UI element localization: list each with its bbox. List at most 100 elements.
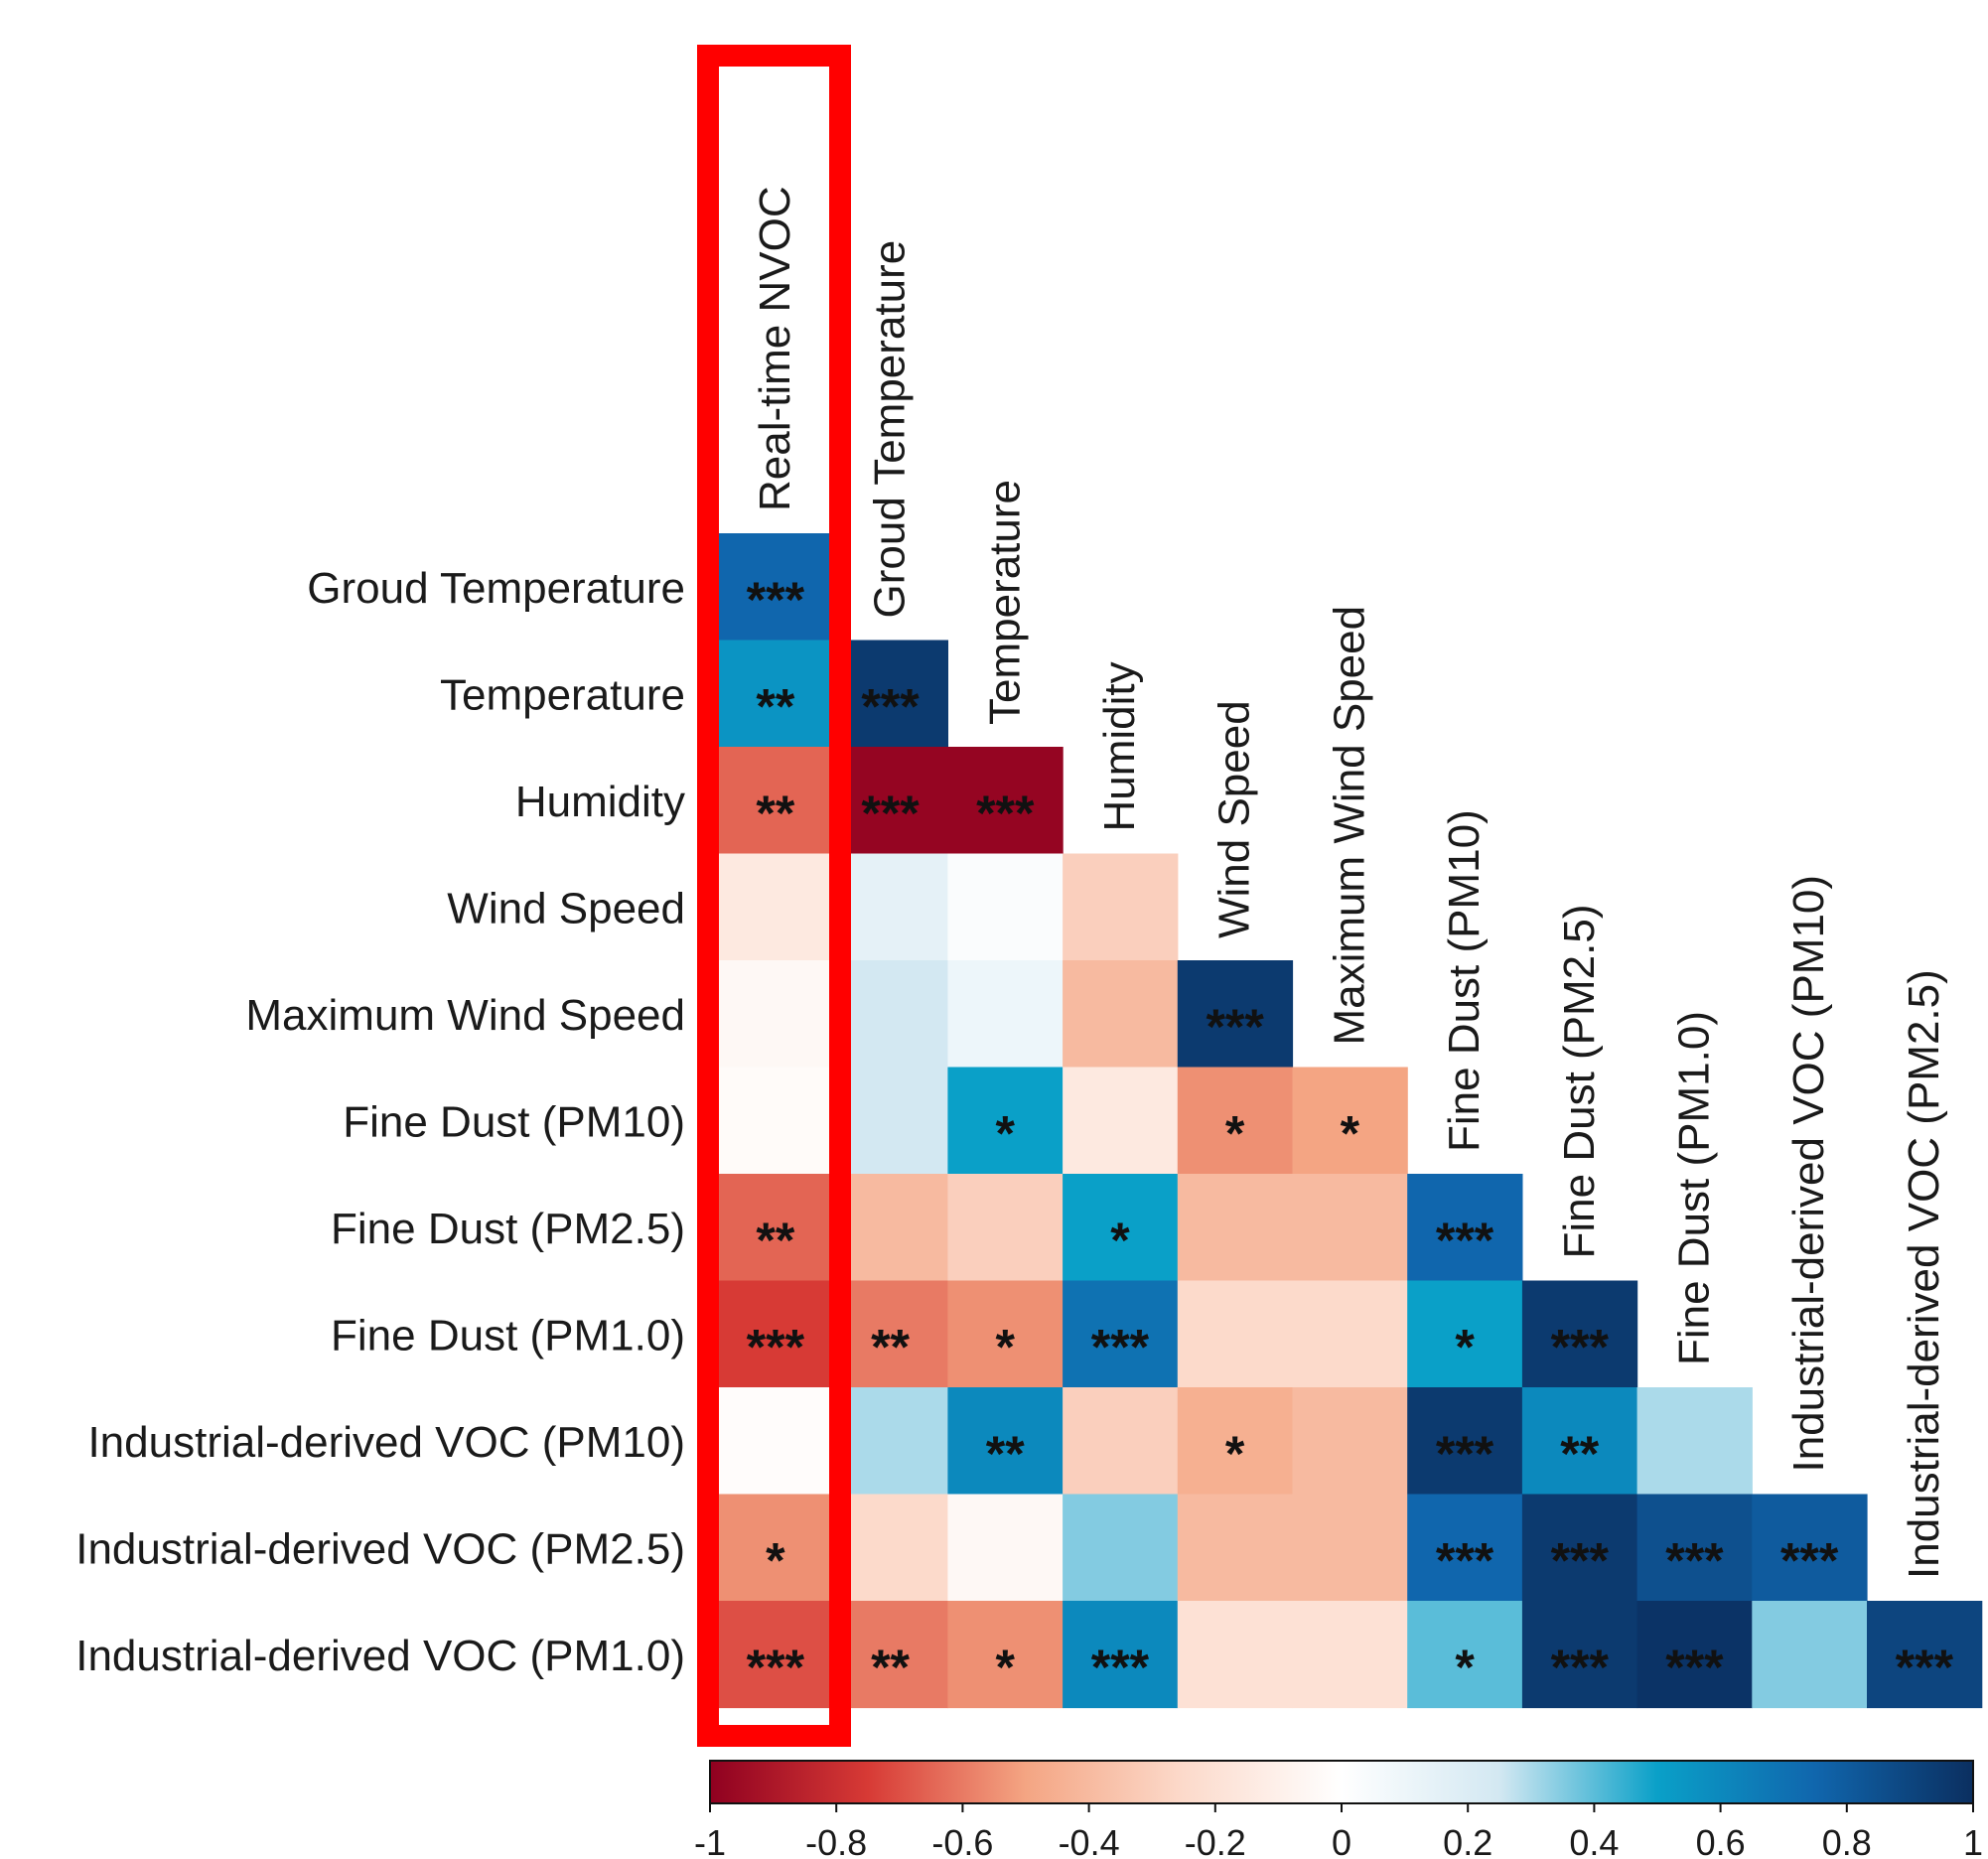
- row-label: Temperature: [440, 670, 685, 719]
- column-label: Fine Dust (PM10): [1440, 809, 1489, 1152]
- colorbar-tick-label: -1: [694, 1822, 726, 1859]
- colorbar-tick-label: 0.2: [1443, 1822, 1492, 1859]
- cell-r7-c1: [832, 1280, 948, 1388]
- cell-r4-c0: [718, 960, 834, 1069]
- cell-r4-c3: [1063, 960, 1179, 1069]
- row-label: Groud Temperature: [307, 564, 685, 613]
- cell-r5-c1: [832, 1067, 948, 1175]
- cell-r6-c4: [1177, 1174, 1294, 1282]
- cell-r9-c9: [1752, 1494, 1868, 1602]
- row-label: Fine Dust (PM10): [343, 1097, 685, 1146]
- cell-r2-c2: [947, 747, 1064, 855]
- column-label: Fine Dust (PM2.5): [1555, 905, 1604, 1259]
- cell-r10-c9: [1752, 1601, 1868, 1709]
- column-label: Maximum Wind Speed: [1325, 606, 1373, 1046]
- cell-r5-c2: [947, 1067, 1064, 1175]
- significance-star: **: [986, 1426, 1025, 1482]
- significance-star: *: [1455, 1640, 1475, 1695]
- highlight-rectangle: [697, 45, 851, 1747]
- heatmap-cells: [718, 533, 1983, 1709]
- significance-star: ***: [1436, 1532, 1494, 1588]
- significance-star: *: [1225, 1105, 1245, 1161]
- colorbar-tick-label: 1: [1963, 1822, 1983, 1859]
- cell-r8-c1: [832, 1387, 948, 1496]
- column-label: Real-time NVOC: [751, 186, 799, 511]
- cell-r3-c2: [947, 853, 1064, 961]
- cell-r3-c1: [832, 853, 948, 961]
- row-label: Maximum Wind Speed: [245, 991, 685, 1040]
- cell-r7-c0: [718, 1280, 834, 1388]
- cell-r9-c6: [1407, 1494, 1523, 1602]
- significance-star: ***: [747, 1640, 805, 1695]
- cell-r2-c0: [718, 747, 834, 855]
- cell-r1-c1: [832, 640, 948, 748]
- colorbar-tick-label: 0.4: [1569, 1822, 1619, 1859]
- cell-r6-c1: [832, 1174, 948, 1282]
- column-label: Wind Speed: [1210, 700, 1259, 938]
- cell-r8-c5: [1292, 1387, 1408, 1496]
- cell-r6-c5: [1292, 1174, 1408, 1282]
- cell-r3-c0: [718, 853, 834, 961]
- row-label: Fine Dust (PM2.5): [331, 1205, 685, 1253]
- significance-star: ***: [1091, 1640, 1150, 1695]
- colorbar-tick-label: 0.8: [1822, 1822, 1872, 1859]
- cell-r7-c6: [1407, 1280, 1523, 1388]
- cell-r3-c3: [1063, 853, 1179, 961]
- column-label: Industrial-derived VOC (PM10): [1784, 875, 1833, 1473]
- cell-r8-c8: [1636, 1387, 1753, 1496]
- highlight-box: [697, 45, 851, 1747]
- significance-star: *: [1110, 1213, 1130, 1268]
- row-label: Humidity: [515, 778, 685, 826]
- significance-star: ***: [1551, 1640, 1610, 1695]
- colorbar-tick-label: 0: [1332, 1822, 1351, 1859]
- cell-r10-c0: [718, 1601, 834, 1709]
- cell-r10-c8: [1636, 1601, 1753, 1709]
- cell-r10-c3: [1063, 1601, 1179, 1709]
- cell-r1-c0: [718, 640, 834, 748]
- colorbar-tick-label: -0.6: [931, 1822, 993, 1859]
- cell-r5-c3: [1063, 1067, 1179, 1175]
- cell-r10-c5: [1292, 1601, 1408, 1709]
- cell-r8-c0: [718, 1387, 834, 1496]
- cell-r9-c8: [1636, 1494, 1753, 1602]
- cell-r9-c2: [947, 1494, 1064, 1602]
- cell-r6-c3: [1063, 1174, 1179, 1282]
- cell-r5-c4: [1177, 1067, 1294, 1175]
- significance-star: *: [996, 1105, 1016, 1161]
- cell-r7-c2: [947, 1280, 1064, 1388]
- significance-star: ***: [747, 1319, 805, 1374]
- significance-star: ***: [1091, 1319, 1150, 1374]
- significance-star: ***: [747, 572, 805, 628]
- cell-r8-c3: [1063, 1387, 1179, 1496]
- significance-star: ***: [1551, 1532, 1610, 1588]
- significance-star: ***: [1551, 1319, 1610, 1374]
- cell-r9-c3: [1063, 1494, 1179, 1602]
- significance-star: **: [1560, 1426, 1599, 1482]
- significance-star: *: [1341, 1105, 1360, 1161]
- significance-star: *: [996, 1319, 1016, 1374]
- cell-r9-c0: [718, 1494, 834, 1602]
- cell-r9-c4: [1177, 1494, 1294, 1602]
- significance-star: ***: [1665, 1640, 1724, 1695]
- column-label: Temperature: [980, 480, 1029, 725]
- cell-r10-c1: [832, 1601, 948, 1709]
- cell-r8-c6: [1407, 1387, 1523, 1496]
- cell-r9-c5: [1292, 1494, 1408, 1602]
- colorbar-tick-label: -0.4: [1059, 1822, 1120, 1859]
- significance-star: ***: [861, 678, 920, 734]
- cell-r2-c1: [832, 747, 948, 855]
- column-label: Industrial-derived VOC (PM2.5): [1900, 969, 1948, 1579]
- significance-star: *: [996, 1640, 1016, 1695]
- significance-star: *: [1225, 1426, 1245, 1482]
- cell-r7-c5: [1292, 1280, 1408, 1388]
- significance-star: *: [766, 1532, 785, 1588]
- cell-r7-c4: [1177, 1280, 1294, 1388]
- significance-star: ***: [1665, 1532, 1724, 1588]
- cell-r6-c6: [1407, 1174, 1523, 1282]
- cell-r4-c4: [1177, 960, 1294, 1069]
- significance-star: **: [871, 1319, 910, 1374]
- significance-star: ***: [1206, 999, 1264, 1055]
- significance-markers: ***** ***** *** ******* * *** * ****** ** * *** * **…: [747, 572, 1954, 1695]
- significance-star: **: [756, 786, 794, 841]
